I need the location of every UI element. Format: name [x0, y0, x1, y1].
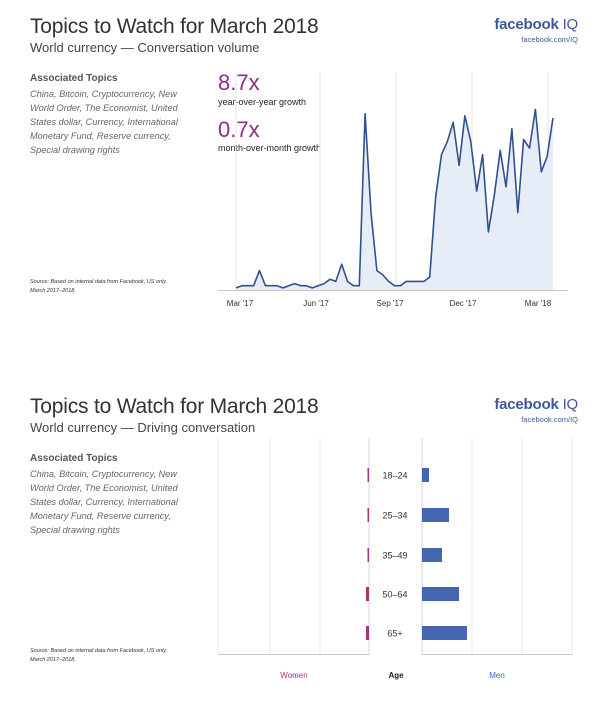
women-bar: [366, 587, 369, 601]
x-tick-label: Mar '17: [227, 299, 254, 308]
men-bar: [422, 548, 442, 562]
volume-panel: Topics to Watch for March 2018 World cur…: [0, 0, 600, 340]
brand-logo-2: facebook IQ facebook.com/IQ: [494, 396, 578, 424]
women-legend-label: Women: [280, 671, 307, 680]
brand-name-2: facebook: [494, 396, 559, 413]
men-bar: [422, 508, 449, 522]
conversation-volume-chart: Mar '17 Jun '17 Sep '17 Dec '17 Mar '18: [218, 72, 568, 308]
volume-area: [236, 109, 553, 291]
men-bar: [422, 587, 459, 601]
men-bar: [422, 626, 467, 640]
source-note: Source: Based on internal data from Face…: [30, 279, 168, 294]
yoy-growth-label: year-over-year growth: [218, 97, 307, 107]
brand-url-2: facebook.com/IQ: [521, 415, 578, 424]
men-legend-label: Men: [489, 671, 505, 680]
age-group-label: 35–49: [382, 551, 407, 561]
women-bar: [366, 626, 369, 640]
x-tick-label: Jun '17: [303, 299, 329, 308]
age-axis-label: Age: [388, 671, 404, 680]
page-subtitle-2: World currency — Driving conversation: [30, 420, 256, 435]
brand-iq: IQ: [562, 16, 579, 33]
brand-logo: facebook IQ facebook.com/IQ: [494, 16, 578, 44]
brand-url: facebook.com/IQ: [521, 35, 578, 44]
demographics-panel: Topics to Watch for March 2018 World cur…: [0, 380, 600, 723]
associated-topics-list-2: China, Bitcoin, Cryptocurrency, New Worl…: [30, 469, 178, 535]
mom-growth-value: 0.7x: [218, 117, 260, 142]
age-group-label: 18–24: [382, 471, 407, 481]
x-tick-label: Sep '17: [377, 299, 404, 308]
mom-growth-label: month-over-month growth: [218, 143, 322, 153]
x-tick-label: Mar '18: [525, 299, 552, 308]
page-title-2: Topics to Watch for March 2018: [30, 395, 319, 418]
age-group-label: 65+: [387, 629, 402, 639]
x-tick-label: Dec '17: [450, 299, 477, 308]
page-title: Topics to Watch for March 2018: [30, 15, 319, 38]
men-bar: [422, 468, 429, 482]
age-gender-chart: 18–24 25–34 35–49 50–64 65+ Women Age Men: [217, 438, 573, 680]
women-bar: [367, 548, 369, 562]
page-subtitle: World currency — Conversation volume: [30, 40, 260, 55]
yoy-growth-value: 8.7x: [218, 70, 260, 95]
brand-name: facebook: [494, 16, 559, 33]
age-group-label: 50–64: [382, 590, 407, 600]
volume-line: [235, 108, 554, 289]
brand-iq-2: IQ: [562, 396, 579, 413]
source-note-2: Source: Based on internal data from Face…: [30, 648, 168, 663]
associated-topics-heading: Associated Topics: [30, 73, 118, 84]
women-bar: [367, 508, 369, 522]
women-bar: [367, 468, 369, 482]
associated-topics-list: China, Bitcoin, Cryptocurrency, New Worl…: [30, 89, 178, 155]
age-group-label: 25–34: [382, 511, 407, 521]
associated-topics-heading-2: Associated Topics: [30, 453, 118, 464]
